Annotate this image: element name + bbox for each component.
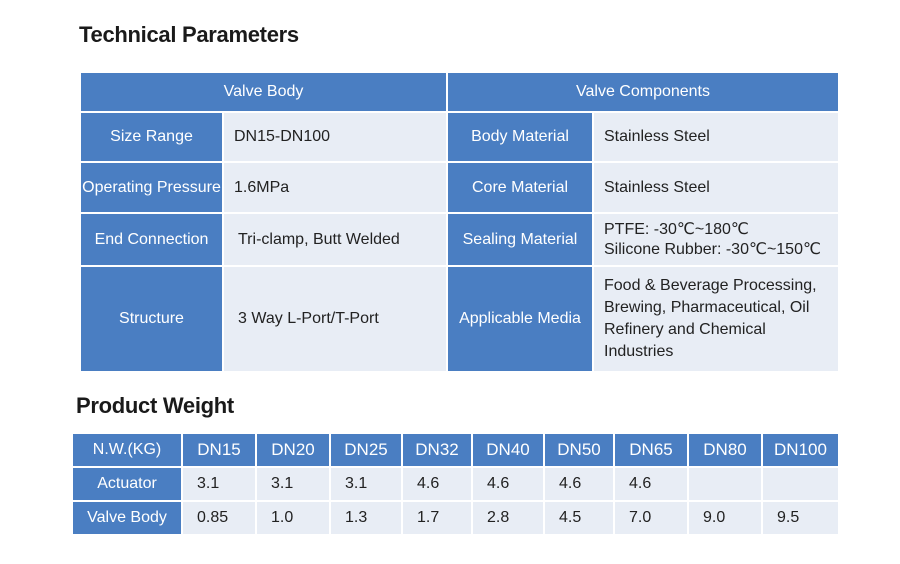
technical-parameters-title: Technical Parameters (79, 22, 299, 47)
weight-cell: 3.1 (255, 466, 331, 502)
weight-cell: 4.6 (613, 466, 689, 502)
valve-body-label: Valve Body (71, 500, 183, 536)
end-connection-value: Tri-clamp, Butt Welded (222, 212, 448, 267)
actuator-label: Actuator (71, 466, 183, 502)
weight-cell: 3.1 (329, 466, 403, 502)
weight-cell: 1.0 (255, 500, 331, 536)
product-weight-title: Product Weight (76, 393, 234, 418)
weight-cell: 9.0 (687, 500, 763, 536)
applicable-media-label: Applicable Media (446, 265, 594, 373)
weight-cell: 4.6 (401, 466, 473, 502)
size-header-dn25: DN25 (329, 432, 403, 468)
body-material-text: Stainless Steel (604, 128, 710, 145)
weight-cell: 4.6 (471, 466, 545, 502)
sealing-material-label: Sealing Material (446, 212, 594, 267)
weight-row-valve-body: Valve Body 0.85 1.0 1.3 1.7 2.8 4.5 7.0 … (71, 500, 840, 536)
core-material-label: Core Material (446, 161, 594, 214)
size-header-dn50: DN50 (543, 432, 615, 468)
sealing-material-line: PTFE: -30℃~180℃ (604, 220, 749, 238)
weight-cell: 1.7 (401, 500, 473, 536)
weight-cell: 1.3 (329, 500, 403, 536)
tech-header-row: Valve Body Valve Components (79, 71, 840, 113)
applicable-media-line: Brewing, Pharmaceutical, Oil (604, 299, 810, 316)
operating-pressure-label: Operating Pressure (79, 161, 224, 214)
size-header-dn15: DN15 (181, 432, 257, 468)
core-material-text: Stainless Steel (604, 178, 710, 196)
weight-cell: 0.85 (181, 500, 257, 536)
weight-cell: 3.1 (181, 466, 257, 502)
size-header-dn32: DN32 (401, 432, 473, 468)
tech-row: Structure 3 Way L-Port/T-Port Applicable… (79, 265, 840, 373)
weight-cell: 9.5 (761, 500, 840, 536)
core-material-value: Stainless Steel (592, 161, 840, 214)
size-header-dn20: DN20 (255, 432, 331, 468)
header-valve-components: Valve Components (446, 71, 840, 113)
technical-parameters-table: Valve Body Valve Components Size Range D… (79, 71, 840, 373)
header-valve-body: Valve Body (79, 71, 448, 113)
applicable-media-line: Refinery and Chemical Industries (604, 321, 766, 360)
tech-row: End Connection Tri-clamp, Butt Welded Se… (79, 212, 840, 267)
size-header-dn80: DN80 (687, 432, 763, 468)
structure-label: Structure (79, 265, 224, 373)
applicable-media-value: Food & Beverage Processing, Brewing, Pha… (592, 265, 840, 373)
weight-cell: 4.6 (543, 466, 615, 502)
size-range-value: DN15-DN100 (222, 111, 448, 163)
nw-kg-header: N.W.(KG) (71, 432, 183, 468)
body-material-value: Stainless Steel (592, 111, 840, 163)
weight-cell: 4.5 (543, 500, 615, 536)
body-material-label: Body Material (446, 111, 594, 163)
sealing-material-line: Silicone Rubber: -30℃~150℃ (604, 240, 821, 258)
weight-cell: 7.0 (613, 500, 689, 536)
weight-header-row: N.W.(KG) DN15 DN20 DN25 DN32 DN40 DN50 D… (71, 432, 840, 468)
tech-row: Size Range DN15-DN100 Body Material Stai… (79, 111, 840, 163)
size-header-dn40: DN40 (471, 432, 545, 468)
operating-pressure-value: 1.6MPa (222, 161, 448, 214)
size-header-dn65: DN65 (613, 432, 689, 468)
applicable-media-line: Food & Beverage Processing, (604, 277, 817, 294)
weight-cell (687, 466, 763, 502)
structure-value: 3 Way L-Port/T-Port (222, 265, 448, 373)
end-connection-label: End Connection (79, 212, 224, 267)
tech-row: Operating Pressure 1.6MPa Core Material … (79, 161, 840, 214)
size-header-dn100: DN100 (761, 432, 840, 468)
product-weight-table: N.W.(KG) DN15 DN20 DN25 DN32 DN40 DN50 D… (71, 432, 840, 536)
weight-cell: 2.8 (471, 500, 545, 536)
weight-cell (761, 466, 840, 502)
weight-row-actuator: Actuator 3.1 3.1 3.1 4.6 4.6 4.6 4.6 (71, 466, 840, 502)
sealing-material-value: PTFE: -30℃~180℃ Silicone Rubber: -30℃~15… (592, 212, 840, 267)
size-range-label: Size Range (79, 111, 224, 163)
